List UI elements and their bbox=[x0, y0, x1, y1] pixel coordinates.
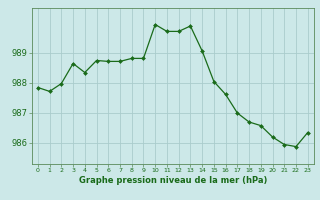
X-axis label: Graphe pression niveau de la mer (hPa): Graphe pression niveau de la mer (hPa) bbox=[79, 176, 267, 185]
